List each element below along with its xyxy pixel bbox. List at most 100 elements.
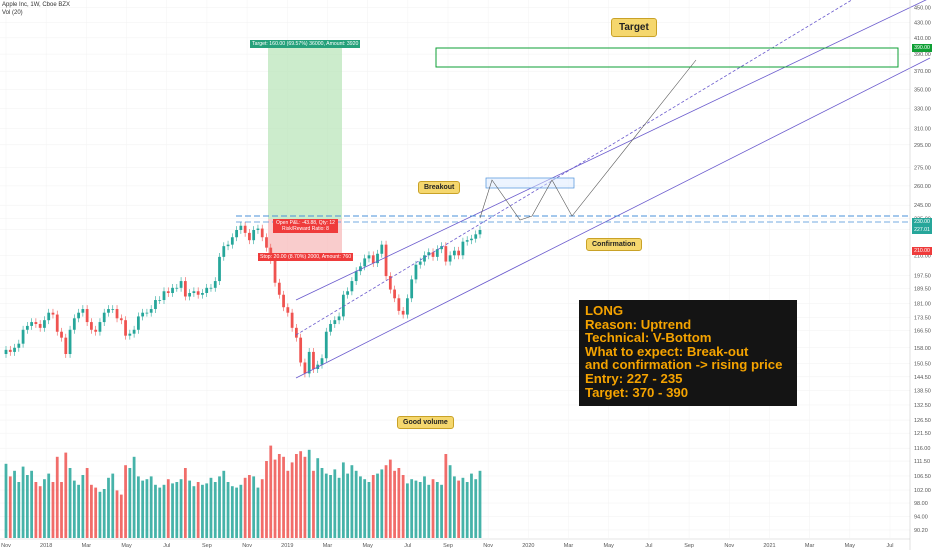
candle bbox=[179, 277, 183, 292]
volume-bar bbox=[341, 462, 345, 538]
y-tick-label: 106.50 bbox=[914, 474, 931, 480]
candle bbox=[384, 240, 388, 280]
candle bbox=[277, 278, 281, 299]
volume-bar bbox=[393, 470, 396, 538]
candle bbox=[431, 248, 435, 261]
candle-body bbox=[290, 312, 294, 328]
x-tick-label: Sep bbox=[684, 543, 694, 549]
candle bbox=[440, 242, 443, 254]
candle bbox=[423, 251, 426, 266]
y-tick-label: 90.20 bbox=[914, 528, 928, 534]
candle-body bbox=[154, 300, 157, 310]
candle bbox=[465, 236, 469, 246]
candle-body bbox=[329, 323, 332, 332]
volume-bar bbox=[119, 494, 123, 538]
volume-bar bbox=[427, 484, 431, 538]
volume-bar bbox=[470, 473, 473, 538]
candle-body bbox=[179, 281, 183, 288]
x-tick-label: Jul bbox=[163, 543, 170, 549]
candle bbox=[13, 343, 16, 356]
candle bbox=[371, 251, 375, 268]
volume-bar bbox=[260, 479, 264, 538]
x-tick-label: Mar bbox=[82, 543, 92, 549]
candle-body bbox=[461, 241, 465, 256]
volume-bar bbox=[55, 456, 59, 538]
volume-bar bbox=[269, 445, 273, 538]
info-line: Target: 370 - 390 bbox=[585, 384, 689, 400]
volume-bar bbox=[145, 479, 149, 538]
candle bbox=[30, 318, 34, 330]
candle-body bbox=[149, 309, 153, 313]
candle bbox=[222, 242, 226, 261]
volume-bar bbox=[4, 463, 8, 538]
volume-bar bbox=[141, 480, 145, 538]
volume-bar bbox=[209, 477, 213, 538]
candle bbox=[192, 287, 196, 297]
candle-body bbox=[307, 351, 311, 374]
candle bbox=[55, 310, 59, 336]
candle-body bbox=[205, 287, 209, 294]
volume-bar bbox=[265, 461, 268, 538]
candle-body bbox=[423, 255, 426, 262]
candle bbox=[38, 320, 42, 332]
candle-body bbox=[265, 237, 268, 248]
volume-bar bbox=[290, 462, 294, 538]
candle bbox=[72, 314, 76, 334]
volume-bar bbox=[158, 487, 162, 538]
projected-path bbox=[479, 59, 697, 221]
candle bbox=[367, 251, 371, 263]
volume-bar bbox=[85, 468, 89, 538]
candle-body bbox=[209, 287, 213, 289]
trend-drawings bbox=[236, 0, 931, 379]
y-tick-label: 310.00 bbox=[914, 127, 931, 133]
y-tick-label: 210.00 bbox=[914, 253, 931, 259]
candle bbox=[158, 296, 162, 304]
axis-tag-stop: 210.00 bbox=[912, 247, 932, 255]
info-line: Entry: 227 - 235 bbox=[585, 370, 683, 386]
candle-body bbox=[13, 347, 16, 352]
volume-bar bbox=[312, 470, 315, 538]
candle-body bbox=[81, 309, 85, 313]
candle-body bbox=[414, 264, 418, 280]
channel-lower-line bbox=[295, 57, 931, 379]
volume-bar bbox=[380, 469, 384, 538]
y-tick-label: 138.50 bbox=[914, 389, 931, 395]
x-tick-label: Jul bbox=[645, 543, 652, 549]
candle-body bbox=[94, 329, 98, 332]
volume-bar bbox=[397, 468, 401, 538]
candle-body bbox=[418, 261, 422, 265]
y-tick-label: 98.00 bbox=[914, 501, 928, 507]
candle bbox=[418, 257, 422, 269]
volume-bar bbox=[431, 479, 435, 538]
volume-bar bbox=[243, 477, 247, 538]
stop-label: Stop: 20.00 (8.70%) 2000, Amount: 760 bbox=[258, 253, 354, 261]
volume-bar bbox=[418, 482, 422, 538]
candle-body bbox=[367, 255, 371, 259]
axis-tag-price: 227.01 bbox=[912, 226, 932, 234]
volume-bar bbox=[307, 449, 311, 538]
volume-bar bbox=[25, 475, 29, 538]
volume-bar bbox=[21, 466, 25, 538]
candle bbox=[470, 234, 473, 245]
candle-body bbox=[30, 322, 34, 326]
x-tick-label: Nov bbox=[1, 543, 11, 549]
volume-bar bbox=[248, 475, 251, 538]
volume-bar bbox=[64, 452, 68, 538]
candle-body bbox=[4, 349, 8, 355]
x-tick-label: Mar bbox=[323, 543, 333, 549]
candle bbox=[478, 226, 482, 239]
good-volume-callout: Good volume bbox=[397, 416, 454, 429]
target-callout: Target bbox=[611, 18, 657, 37]
candle-body bbox=[457, 250, 461, 256]
volume-bar bbox=[320, 468, 324, 538]
volume-bar bbox=[333, 469, 337, 538]
candle-body bbox=[213, 281, 217, 288]
candle bbox=[60, 327, 63, 342]
candle bbox=[145, 308, 149, 317]
candle bbox=[21, 325, 25, 348]
volume-bar bbox=[256, 487, 260, 538]
candle-body bbox=[410, 279, 414, 299]
candle-body bbox=[388, 276, 392, 290]
breakout-zone-box bbox=[485, 177, 575, 189]
